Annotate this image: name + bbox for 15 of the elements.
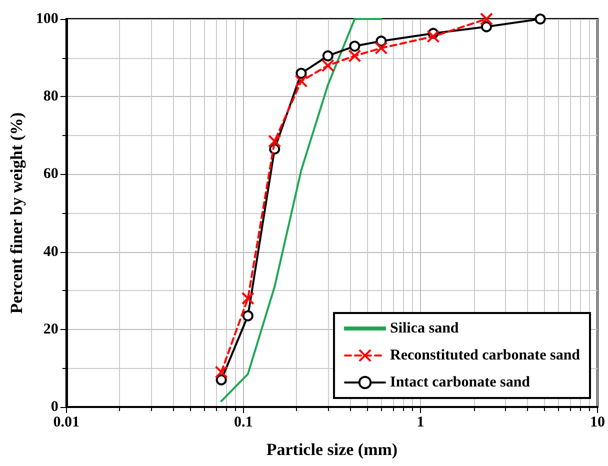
x-tick-label: 10 <box>590 414 605 430</box>
legend-label: Reconstituted carbonate sand <box>390 348 581 364</box>
y-tick-label: 60 <box>43 166 58 182</box>
y-tick-label: 20 <box>43 321 58 338</box>
x-axis-title: Particle size (mm) <box>266 440 398 459</box>
y-tick-label: 80 <box>43 88 58 105</box>
y-tick-label: 0 <box>50 399 58 415</box>
legend-label: Silica sand <box>390 320 460 336</box>
legend-label: Intact carbonate sand <box>390 374 531 390</box>
x-tick-label: 0.1 <box>234 414 253 430</box>
x-tick-label: 0.01 <box>53 414 80 430</box>
y-axis-title: Percent finer by weight (%) <box>7 112 26 314</box>
y-tick-label: 100 <box>36 11 58 27</box>
y-tick-label: 40 <box>43 244 58 260</box>
x-tick-label: 1 <box>416 414 424 430</box>
